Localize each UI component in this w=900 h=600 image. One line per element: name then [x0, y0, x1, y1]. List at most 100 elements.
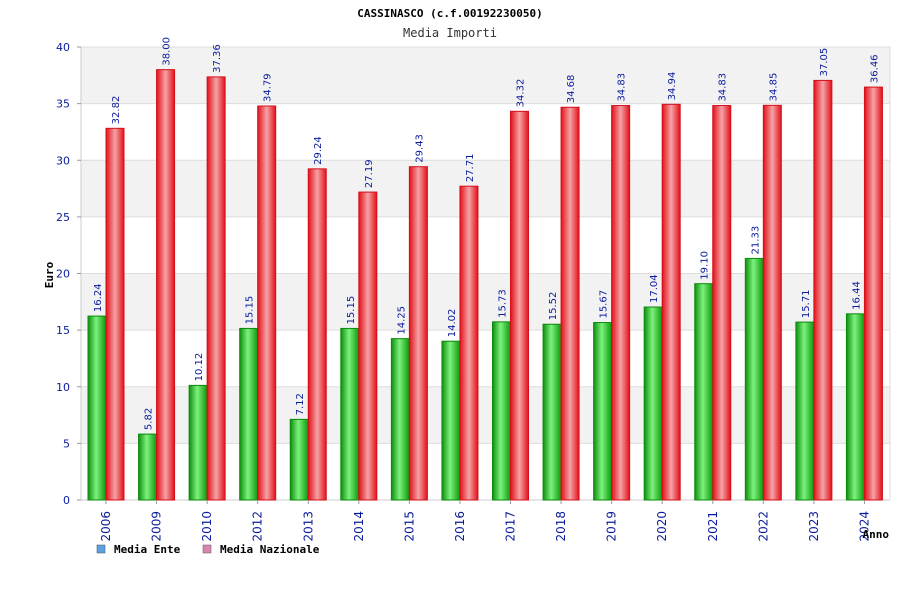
y-tick-label: 0: [63, 494, 70, 507]
bar-media-nazionale: [358, 191, 378, 501]
y-tick-label: 40: [56, 41, 70, 54]
legend-swatch-media-nazionale: [202, 544, 212, 554]
x-tick-label: 2006: [99, 511, 113, 542]
bar-value-label: 37.36: [212, 44, 223, 73]
bar-media-ente: [795, 321, 815, 501]
bar-value-label: 15.67: [599, 290, 610, 319]
bar-value-label: 34.32: [516, 79, 527, 108]
y-axis-label: Euro: [43, 261, 56, 288]
bar-value-label: 34.83: [718, 73, 729, 102]
legend-label-media-ente: Media Ente: [114, 543, 181, 556]
bar-media-nazionale: [105, 127, 125, 501]
bar-media-nazionale: [459, 185, 479, 501]
bar-value-label: 29.24: [313, 136, 324, 165]
bar-value-label: 27.71: [465, 154, 476, 183]
x-axis-ticks: 2006 2009 2010 2012 2013 2014 2015 2016 2017 2018…: [99, 500, 871, 542]
bar-value-label: 15.15: [245, 296, 256, 325]
bar-media-ente: [188, 384, 208, 501]
bar-value-label: 38.00: [162, 37, 173, 66]
x-tick-label: 2012: [251, 511, 265, 542]
bar-value-label: 16.24: [93, 283, 104, 312]
x-axis-label: Anno: [863, 528, 890, 541]
bar-value-label: 29.43: [414, 134, 425, 163]
legend: Media Ente Media Nazionale: [96, 543, 320, 556]
bar-value-label: 36.46: [869, 54, 880, 83]
bar-media-ente: [542, 323, 562, 501]
chart-title: CASSINASCO (c.f.00192230050): [357, 7, 542, 20]
bar-media-ente: [138, 433, 158, 501]
y-tick-label: 35: [56, 98, 70, 111]
bar-value-label: 27.19: [364, 159, 375, 188]
x-tick-label: 2017: [504, 511, 518, 542]
bar-media-nazionale: [712, 105, 732, 501]
x-tick-label: 2024: [857, 511, 871, 542]
bar-media-ente: [239, 327, 259, 501]
bar-media-nazionale: [156, 69, 176, 501]
bars: 16.24 32.82 5.82 38.00 10.12 37.36 15.15 34.79 7…: [87, 37, 883, 501]
x-tick-label: 2015: [402, 511, 416, 542]
bar-value-label: 14.25: [396, 306, 407, 335]
bar-value-label: 15.52: [548, 292, 559, 321]
bar-media-nazionale: [206, 76, 226, 501]
bar-media-nazionale: [307, 168, 327, 501]
bar-media-ente: [744, 257, 764, 501]
bar-value-label: 21.33: [750, 226, 761, 255]
x-tick-label: 2009: [150, 511, 164, 542]
bar-value-label: 5.82: [144, 408, 155, 430]
bar-value-label: 15.15: [346, 296, 357, 325]
bar-media-ente: [643, 306, 663, 501]
y-axis-ticks: 0 5 10 15 20 25 30 35 40: [56, 41, 81, 507]
bar-media-ente: [289, 418, 309, 501]
bar-value-label: 32.82: [111, 96, 122, 125]
y-tick-label: 5: [63, 437, 70, 450]
bar-media-nazionale: [813, 79, 833, 501]
chart-subtitle: Media Importi: [403, 26, 497, 40]
bar-value-label: 14.02: [447, 309, 458, 338]
bar-media-nazionale: [762, 104, 782, 501]
x-tick-label: 2018: [554, 511, 568, 542]
x-tick-label: 2013: [301, 511, 315, 542]
bar-value-label: 10.12: [194, 353, 205, 382]
bar-value-label: 34.83: [617, 73, 628, 102]
x-tick-label: 2021: [706, 511, 720, 542]
bar-media-ente: [87, 315, 107, 501]
bar-value-label: 7.12: [295, 393, 306, 415]
y-tick-label: 25: [56, 211, 70, 224]
bar-value-label: 34.68: [566, 75, 577, 104]
bar-value-label: 15.71: [801, 289, 812, 318]
bar-value-label: 19.10: [700, 251, 711, 280]
legend-swatch-media-ente: [96, 544, 106, 554]
bar-media-nazionale: [257, 105, 277, 501]
x-tick-label: 2020: [655, 511, 669, 542]
bar-value-label: 15.73: [498, 289, 509, 318]
bar-value-label: 37.05: [819, 48, 830, 77]
bar-value-label: 16.44: [851, 281, 862, 310]
bar-media-nazionale: [611, 105, 631, 501]
bar-media-ente: [694, 283, 714, 501]
bar-media-ente: [340, 327, 360, 501]
legend-label-media-nazionale: Media Nazionale: [220, 543, 320, 556]
bar-value-label: 34.79: [263, 73, 274, 102]
x-tick-label: 2022: [756, 511, 770, 542]
bar-media-nazionale: [560, 106, 580, 501]
x-tick-label: 2023: [807, 511, 821, 542]
y-tick-label: 30: [56, 154, 70, 167]
y-tick-label: 15: [56, 324, 70, 337]
x-tick-label: 2010: [200, 511, 214, 542]
bar-media-nazionale: [408, 166, 428, 501]
y-tick-label: 20: [56, 268, 70, 281]
bar-media-nazionale: [863, 86, 883, 501]
bar-media-ente: [492, 321, 511, 501]
bar-value-label: 34.85: [768, 73, 779, 102]
bar-value-label: 17.04: [649, 274, 660, 303]
y-tick-label: 10: [56, 381, 70, 394]
bar-media-ente: [441, 340, 461, 501]
bar-media-nazionale: [661, 103, 681, 501]
bar-media-nazionale: [510, 110, 529, 501]
x-tick-label: 2016: [453, 511, 467, 542]
x-tick-label: 2014: [352, 511, 366, 542]
bar-media-ente: [845, 313, 865, 501]
bar-media-ente: [593, 322, 613, 501]
x-tick-label: 2019: [605, 511, 619, 542]
